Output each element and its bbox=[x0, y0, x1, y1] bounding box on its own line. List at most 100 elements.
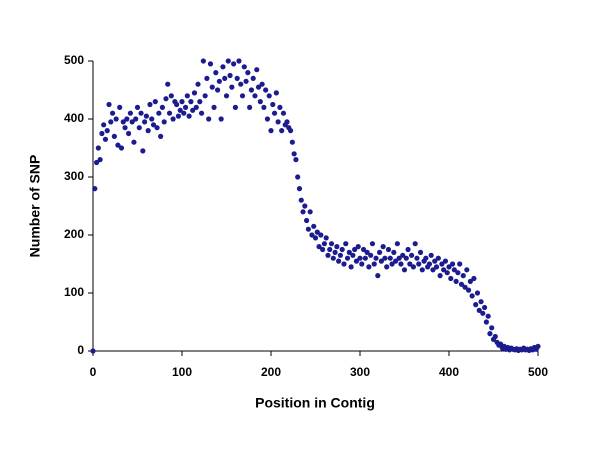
point bbox=[106, 101, 112, 108]
y-tick-label: 200 bbox=[64, 227, 84, 241]
point bbox=[108, 119, 114, 125]
point bbox=[255, 84, 262, 90]
point bbox=[328, 241, 335, 247]
point bbox=[175, 113, 182, 119]
point bbox=[398, 261, 404, 267]
point bbox=[190, 107, 196, 113]
point bbox=[487, 331, 493, 337]
point bbox=[111, 133, 117, 139]
point bbox=[182, 104, 189, 110]
point bbox=[102, 136, 109, 142]
point bbox=[209, 84, 215, 90]
point bbox=[93, 159, 100, 166]
x-tick-label: 300 bbox=[350, 365, 370, 379]
y-axis-title: Number of SNP bbox=[27, 155, 43, 258]
point bbox=[145, 128, 151, 134]
point bbox=[188, 99, 194, 105]
point bbox=[478, 299, 484, 305]
point bbox=[462, 284, 468, 290]
point bbox=[134, 104, 141, 110]
point bbox=[239, 93, 246, 99]
point bbox=[387, 255, 393, 261]
point bbox=[300, 209, 306, 215]
point bbox=[186, 113, 192, 119]
point bbox=[268, 128, 274, 134]
point bbox=[218, 116, 224, 122]
x-tick-label: 200 bbox=[261, 365, 281, 379]
point bbox=[389, 261, 395, 267]
point bbox=[271, 110, 278, 116]
point bbox=[391, 249, 397, 255]
point bbox=[92, 186, 98, 192]
point bbox=[140, 148, 146, 154]
point bbox=[405, 246, 411, 253]
point bbox=[330, 255, 336, 261]
point bbox=[143, 113, 149, 119]
point bbox=[298, 197, 304, 203]
point bbox=[195, 81, 201, 87]
point bbox=[444, 270, 450, 276]
point bbox=[336, 258, 342, 264]
x-tick-label: 500 bbox=[528, 365, 548, 379]
point bbox=[458, 281, 465, 287]
point bbox=[109, 110, 116, 116]
point bbox=[284, 119, 290, 125]
point bbox=[378, 258, 384, 264]
point bbox=[273, 90, 279, 96]
point bbox=[207, 61, 214, 67]
point bbox=[213, 70, 219, 76]
point bbox=[480, 310, 486, 316]
point bbox=[369, 241, 376, 247]
point bbox=[287, 128, 294, 134]
point bbox=[409, 252, 415, 258]
point bbox=[127, 110, 133, 116]
point bbox=[165, 81, 171, 87]
point bbox=[154, 125, 160, 131]
point bbox=[446, 264, 452, 270]
point bbox=[465, 287, 472, 293]
point bbox=[247, 104, 253, 110]
point bbox=[295, 174, 301, 180]
point bbox=[129, 119, 135, 125]
point bbox=[211, 104, 217, 110]
point bbox=[222, 75, 228, 81]
point bbox=[471, 275, 477, 282]
point bbox=[380, 244, 386, 250]
point bbox=[158, 133, 164, 139]
point bbox=[120, 119, 126, 125]
point bbox=[428, 252, 434, 258]
point bbox=[142, 119, 148, 125]
point bbox=[323, 235, 329, 241]
point bbox=[311, 223, 317, 229]
point bbox=[266, 93, 272, 99]
point bbox=[206, 116, 212, 122]
point bbox=[320, 246, 326, 253]
point bbox=[97, 157, 103, 163]
point bbox=[250, 75, 256, 81]
point bbox=[312, 235, 319, 241]
point bbox=[348, 264, 354, 270]
point bbox=[289, 139, 295, 145]
point bbox=[435, 255, 441, 261]
point bbox=[149, 116, 155, 122]
point bbox=[318, 232, 324, 238]
point bbox=[131, 139, 137, 145]
point bbox=[368, 252, 374, 258]
point bbox=[453, 278, 459, 284]
point bbox=[441, 267, 447, 273]
point bbox=[133, 116, 139, 122]
point bbox=[489, 325, 495, 331]
point bbox=[394, 241, 400, 247]
point bbox=[225, 58, 231, 64]
point bbox=[309, 232, 315, 238]
point bbox=[263, 87, 269, 93]
point bbox=[423, 255, 429, 261]
point bbox=[248, 87, 255, 93]
point bbox=[416, 261, 422, 267]
point bbox=[360, 246, 367, 253]
point bbox=[174, 101, 180, 108]
point bbox=[216, 78, 222, 84]
point bbox=[451, 267, 457, 273]
point bbox=[177, 107, 183, 113]
